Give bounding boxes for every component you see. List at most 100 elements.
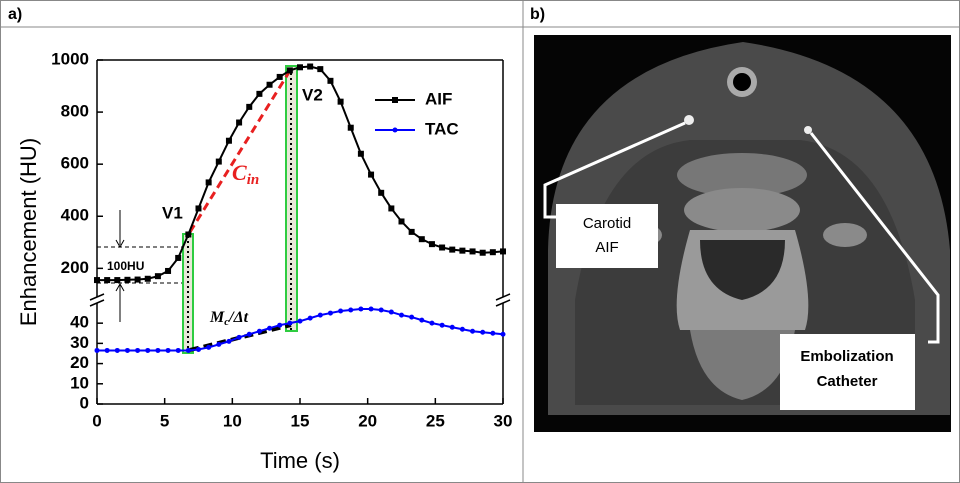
marker xyxy=(175,255,181,261)
marker xyxy=(105,348,110,353)
marker xyxy=(348,125,354,131)
marker xyxy=(490,249,496,255)
y-tick-label: 1000 xyxy=(51,49,89,68)
y2-tick-label: 0 xyxy=(80,393,89,412)
marker xyxy=(500,248,506,254)
marker xyxy=(338,309,343,314)
marker xyxy=(409,315,414,320)
y2-tick-label: 20 xyxy=(70,353,89,372)
annotation-label: Mc/Δt xyxy=(209,309,249,328)
marker xyxy=(480,250,486,256)
marker xyxy=(226,339,231,344)
marker xyxy=(449,247,455,253)
annotation-text: /Δt xyxy=(228,309,248,326)
marker xyxy=(155,273,161,279)
marker xyxy=(419,318,424,323)
marker xyxy=(358,151,364,157)
annotation-text: C xyxy=(232,160,247,185)
marker xyxy=(287,321,292,326)
y-tick-label: 600 xyxy=(61,154,89,173)
marker xyxy=(440,323,445,328)
marker xyxy=(368,172,374,178)
image-label: AIF xyxy=(595,239,618,256)
marker xyxy=(267,326,272,331)
legend-label: TAC xyxy=(425,119,459,138)
marker xyxy=(307,64,313,70)
marker xyxy=(236,120,242,126)
annotation-text: M xyxy=(209,309,225,326)
annotation-label: V2 xyxy=(302,85,323,104)
marker xyxy=(287,67,293,73)
marker xyxy=(124,277,130,283)
marker xyxy=(277,74,283,80)
marker xyxy=(409,229,415,235)
legend-label: AIF xyxy=(425,89,452,108)
marker xyxy=(277,323,282,328)
marker xyxy=(429,241,435,247)
marker xyxy=(389,310,394,315)
marker xyxy=(460,327,465,332)
x-tick-label: 10 xyxy=(223,411,242,430)
marker xyxy=(450,325,455,330)
marker xyxy=(145,276,151,282)
panel-label: a) xyxy=(8,6,22,23)
marker xyxy=(155,348,160,353)
panel-label: b) xyxy=(530,6,545,23)
marker xyxy=(298,319,303,324)
marker xyxy=(237,335,242,340)
marker xyxy=(216,159,222,165)
marker xyxy=(327,78,333,84)
marker xyxy=(308,316,313,321)
marker xyxy=(206,345,211,350)
marker xyxy=(470,329,475,334)
x-tick-label: 5 xyxy=(160,411,169,430)
marker xyxy=(186,348,191,353)
y2-tick-label: 10 xyxy=(70,373,89,392)
marker xyxy=(247,332,252,337)
marker xyxy=(369,307,374,312)
marker xyxy=(348,308,353,313)
marker xyxy=(166,348,171,353)
marker xyxy=(388,205,394,211)
image-label: Embolization xyxy=(800,348,893,365)
image-label: Catheter xyxy=(817,373,878,390)
marker xyxy=(185,231,191,237)
marker xyxy=(114,277,120,283)
marker xyxy=(419,236,425,242)
marker xyxy=(196,205,202,211)
marker xyxy=(256,91,262,97)
y-tick-label: 800 xyxy=(61,102,89,121)
marker xyxy=(257,329,262,334)
marker xyxy=(267,82,273,88)
marker xyxy=(196,347,201,352)
x-tick-label: 15 xyxy=(291,411,310,430)
image-label: Carotid xyxy=(583,215,631,232)
marker xyxy=(480,330,485,335)
marker xyxy=(501,332,506,337)
marker xyxy=(470,248,476,254)
marker xyxy=(439,245,445,251)
marker xyxy=(297,64,303,70)
y-tick-label: 200 xyxy=(61,258,89,277)
x-tick-label: 20 xyxy=(358,411,377,430)
x-tick-label: 25 xyxy=(426,411,445,430)
marker xyxy=(379,308,384,313)
marker xyxy=(378,190,384,196)
marker xyxy=(358,307,363,312)
annotation-text: in xyxy=(247,172,260,188)
x-tick-label: 30 xyxy=(494,411,513,430)
ct-image xyxy=(534,35,951,432)
annotation-label: 100HU xyxy=(107,259,144,273)
y2-tick-label: 30 xyxy=(70,333,89,352)
y-tick-label: 400 xyxy=(61,206,89,225)
x-axis-title: Time (s) xyxy=(260,448,340,473)
marker xyxy=(328,311,333,316)
x-tick-label: 0 xyxy=(92,411,101,430)
y2-tick-label: 40 xyxy=(70,313,89,332)
marker xyxy=(104,277,110,283)
marker xyxy=(226,138,232,144)
marker xyxy=(399,313,404,318)
legend-marker xyxy=(393,128,398,133)
marker xyxy=(115,348,120,353)
